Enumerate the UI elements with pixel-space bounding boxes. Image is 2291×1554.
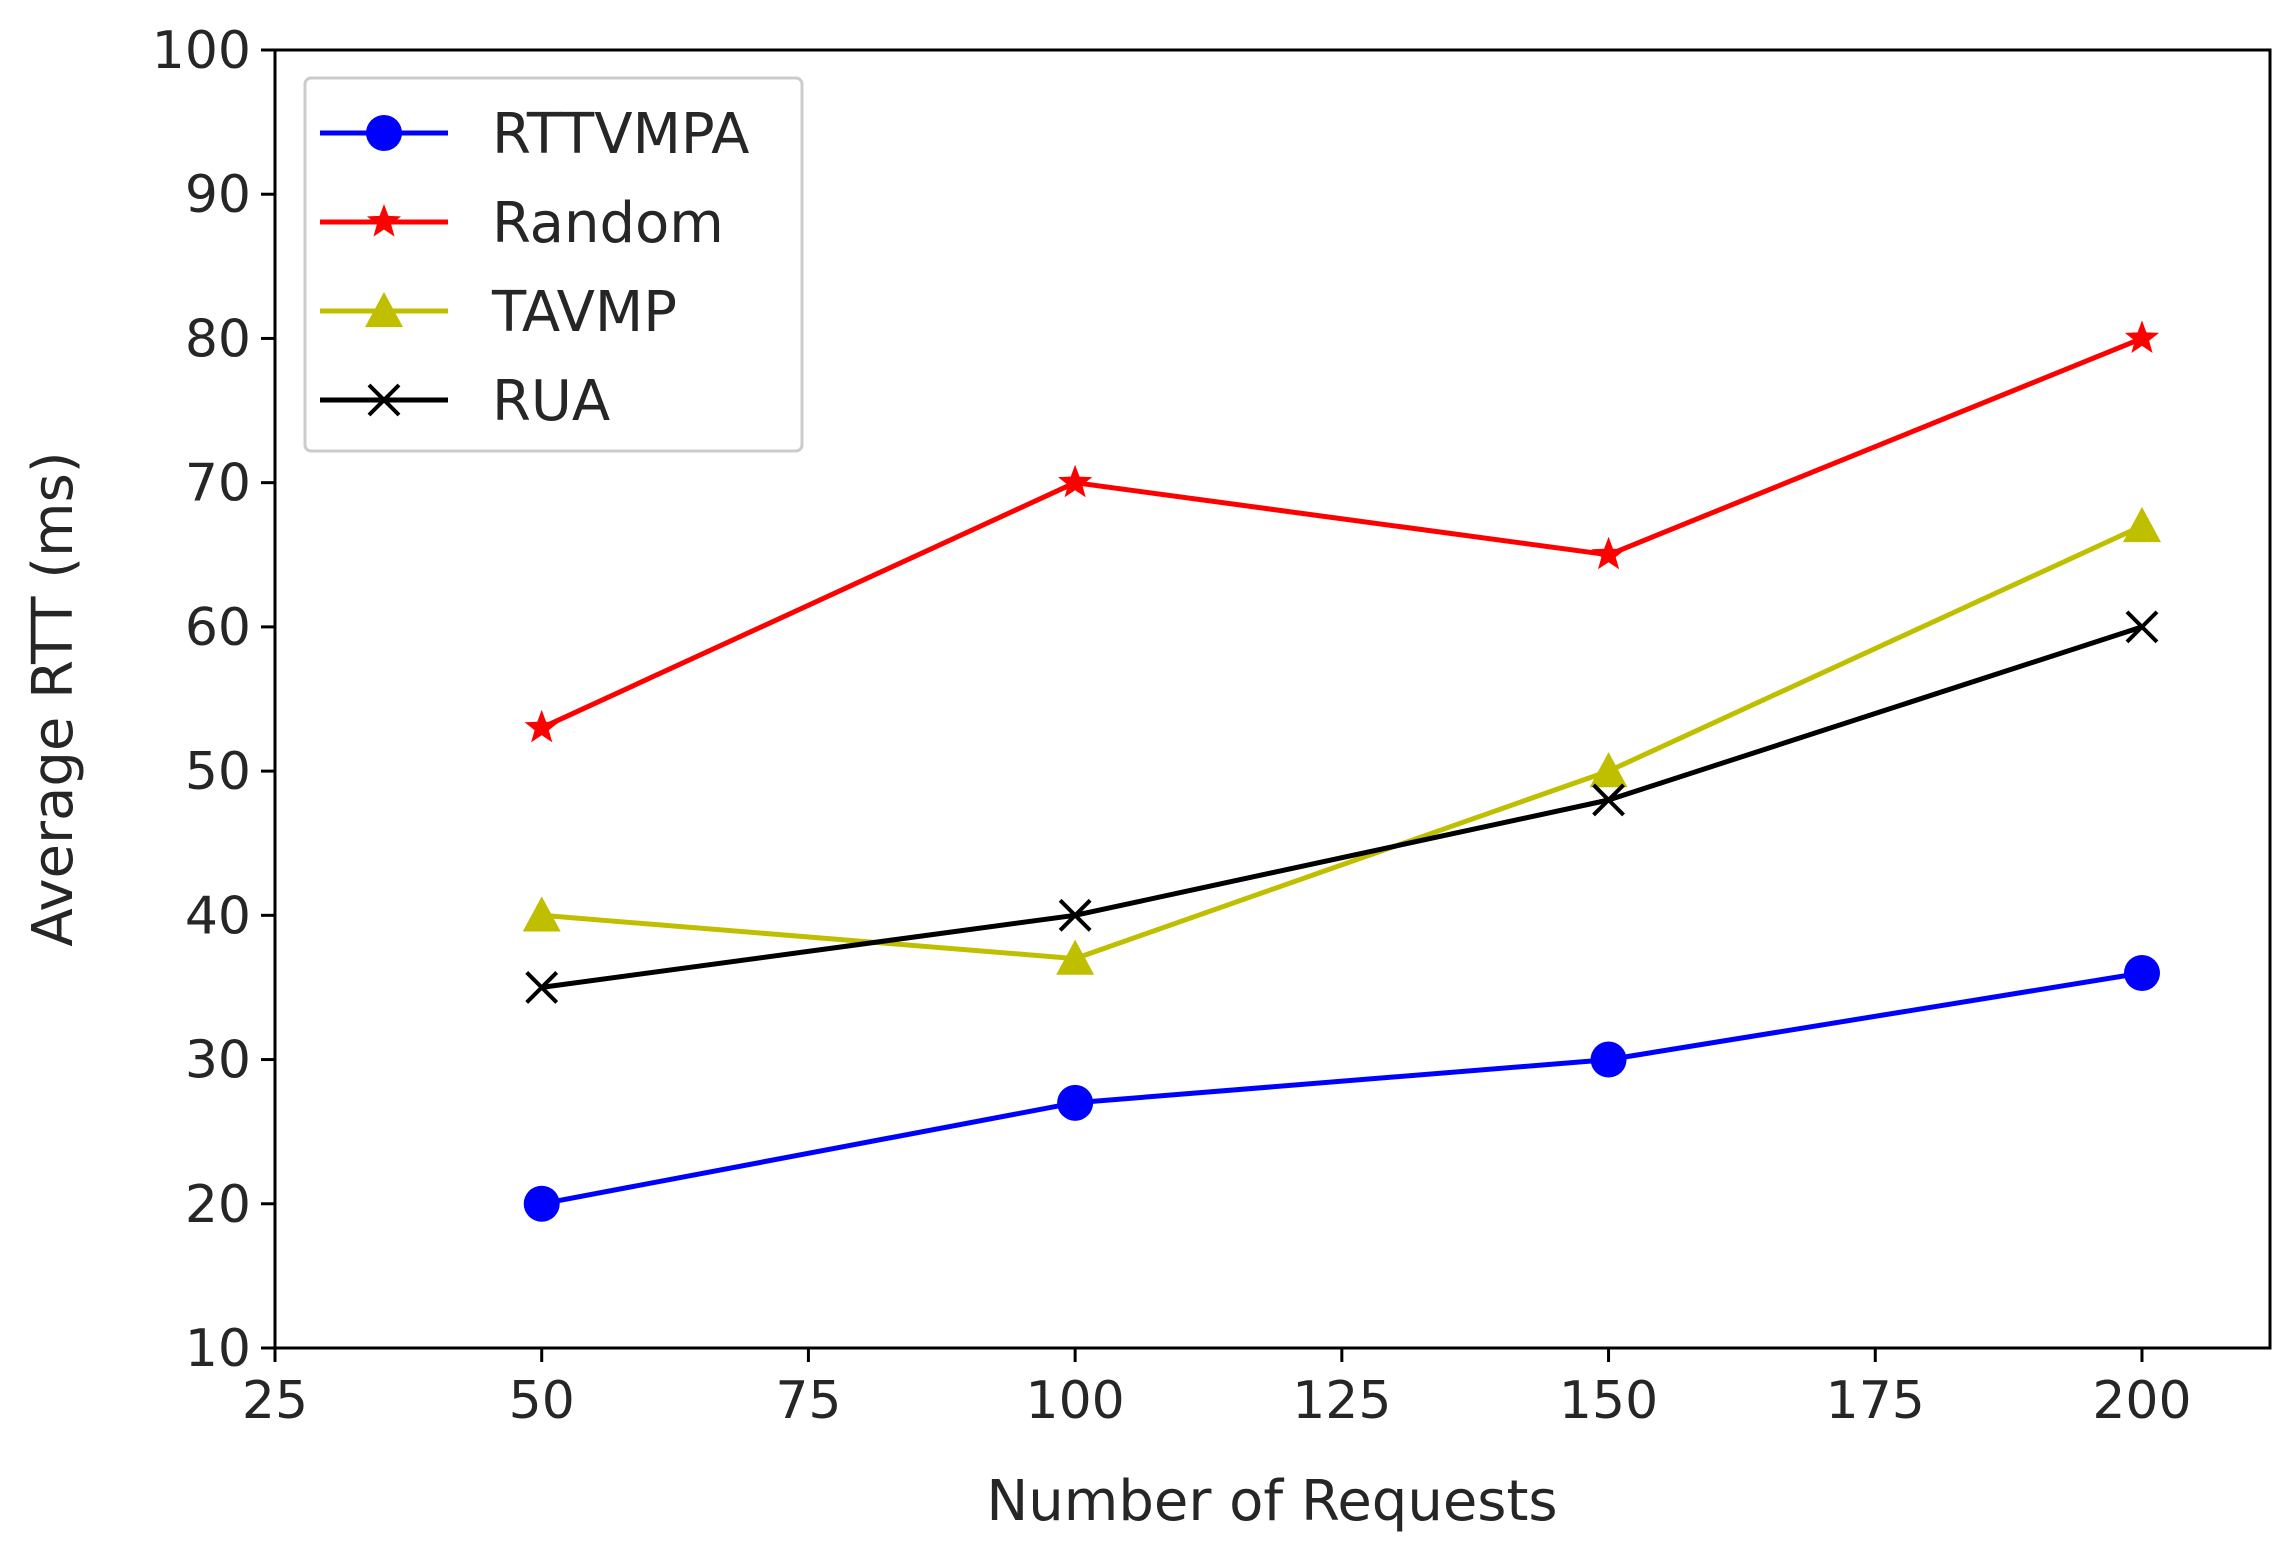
x-tick-label: 100 <box>1026 1371 1125 1431</box>
y-tick-label: 100 <box>152 21 251 81</box>
legend-frame <box>303 76 804 453</box>
y-tick-label: 80 <box>185 309 251 369</box>
ticks-layer: 25 50 75 100 125 150 175 200 10 20 30 40 50 60 70 80 90 1… <box>152 21 2192 1431</box>
data-point <box>525 971 559 1004</box>
data-point <box>1589 752 1628 788</box>
x-tick-label: 50 <box>509 1371 575 1431</box>
data-point <box>1056 939 1095 975</box>
series-line <box>540 336 2143 731</box>
data-point <box>1058 898 1092 932</box>
y-tick-label: 70 <box>185 454 251 514</box>
series-line <box>541 970 2143 1207</box>
legend-item-rttvmpa: RTTVMPA <box>320 102 749 167</box>
data-point <box>2125 610 2159 644</box>
legend-marker <box>365 292 403 328</box>
legend-label: RTTVMPA <box>492 102 749 167</box>
data-point <box>524 709 559 743</box>
y-axis-label: Average RTT (ms) <box>21 451 86 946</box>
legend-items: RTTVMPA Random TAVMP RUA <box>320 102 749 434</box>
data-point <box>2123 955 2160 992</box>
legend: RTTVMPA Random TAVMP RUA <box>303 76 804 453</box>
y-tick-label: 60 <box>185 598 251 658</box>
legend-marker <box>366 204 402 237</box>
y-tick-label: 20 <box>185 1175 251 1235</box>
x-tick-label: 175 <box>1826 1371 1925 1431</box>
legend-item-rua: RUA <box>320 369 610 434</box>
series-line <box>541 523 2144 962</box>
y-tick-label: 30 <box>185 1031 251 1091</box>
data-point <box>1592 783 1625 817</box>
x-tick-label: 150 <box>1559 1371 1658 1431</box>
y-tick-label: 10 <box>185 1319 251 1379</box>
data-point <box>2122 506 2161 543</box>
data-point <box>1591 536 1626 570</box>
legend-label: RUA <box>492 369 610 434</box>
x-tick-label: 200 <box>2092 1371 2191 1431</box>
series-random <box>524 320 2160 743</box>
data-point <box>522 896 561 932</box>
data-point <box>1058 464 1093 498</box>
y-tick-label: 90 <box>185 165 251 225</box>
legend-label: TAVMP <box>491 280 677 345</box>
data-point <box>1590 1041 1627 1078</box>
series-rttvmpa <box>523 955 2160 1222</box>
y-tick-label: 50 <box>185 742 251 802</box>
legend-marker <box>367 383 401 417</box>
x-axis-label: Number of Requests <box>986 1469 1557 1534</box>
data-point <box>2124 320 2160 353</box>
x-tick-label: 25 <box>242 1371 308 1431</box>
legend-item-tavmp: TAVMP <box>320 280 677 345</box>
x-tick-label: 75 <box>775 1371 841 1431</box>
series-layer <box>522 320 2161 1222</box>
y-tick-label: 40 <box>185 886 251 946</box>
x-tick-label: 125 <box>1292 1371 1391 1431</box>
legend-item-random: Random <box>320 191 724 256</box>
legend-label: Random <box>492 191 724 256</box>
data-point <box>1057 1084 1094 1121</box>
series-rua <box>525 610 2159 1004</box>
series-line <box>541 624 2143 990</box>
plot-frame <box>273 48 2272 1350</box>
legend-marker <box>366 115 402 151</box>
series-tavmp <box>522 506 2161 975</box>
data-point <box>523 1185 560 1222</box>
